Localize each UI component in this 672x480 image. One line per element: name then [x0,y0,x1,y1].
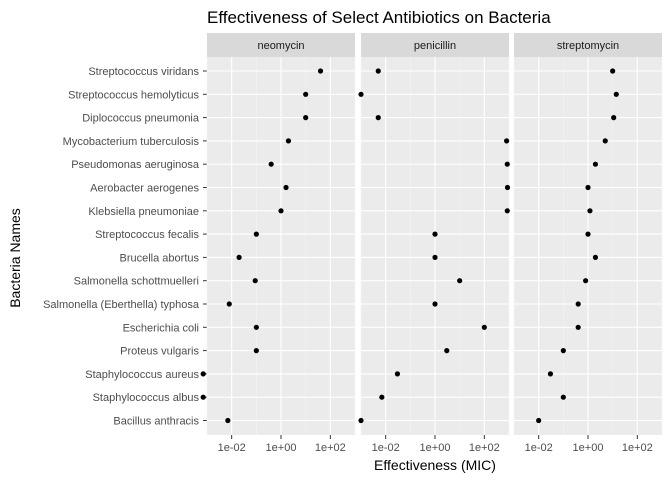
data-point [560,394,566,400]
data-point [575,301,581,307]
y-tick-label: Mycobacterium tuberculosis [63,136,200,148]
data-point [536,417,542,424]
facet-strip [361,33,509,57]
data-point [432,231,438,237]
data-point [547,371,554,377]
data-point [253,231,259,237]
facet-strip-label: neomycin [257,40,304,52]
y-tick-label: Escherichia coli [123,322,199,334]
data-point [200,371,206,377]
data-point [253,348,259,354]
data-point [560,348,566,354]
data-point [444,348,450,354]
data-point [432,254,438,260]
data-point [268,161,274,167]
data-point [358,91,364,97]
data-point [583,278,589,284]
y-tick-label: Salmonella (Eberthella) typhosa [43,299,200,311]
data-point [236,254,242,260]
x-tick-label: 1e+00 [573,442,604,454]
facet-panel-neomycin: neomycin 1e-02 1e+00 1e+02 [200,33,356,454]
data-point [585,184,591,191]
data-point [504,184,511,191]
data-point [504,161,510,167]
x-axis-title: Effectiveness (MIC) [374,457,496,473]
y-tick-label: Staphylococcus albus [93,392,200,404]
x-tick-label: 1e+02 [469,442,500,454]
chart-title: Effectiveness of Select Antibiotics on B… [207,8,551,27]
data-point [394,371,401,377]
y-tick-label: Proteus vulgaris [120,346,199,358]
data-point [278,208,284,214]
data-point [611,115,617,121]
data-point [602,138,608,144]
data-point [379,394,385,400]
data-point [585,231,591,237]
data-point [225,417,231,424]
data-point [504,208,510,214]
data-point [504,138,510,144]
facet-panels: neomycin 1e-02 1e+00 1e+02 penicillin 1e-02 1e… [200,33,663,454]
y-tick-label: Streptococcus fecalis [95,229,199,241]
x-tick-label: 1e+02 [622,442,653,454]
facet-panel-penicillin: penicillin 1e-02 1e+00 1e+02 [358,33,511,454]
data-point [610,68,616,74]
facet-panel-streptomycin: streptomycin 1e-02 1e+00 1e+02 [513,33,663,454]
y-tick-label: Pseudomonas aeruginosa [71,159,200,171]
data-point [226,301,232,307]
x-tick-label: 1e-02 [372,442,400,454]
data-point [285,138,292,144]
y-tick-labels: Streptococcus viridans Streptococcus hemo… [43,66,207,428]
data-point [592,161,599,167]
data-point [317,68,324,74]
data-point [592,254,599,260]
y-tick-label: Streptococcus viridans [88,66,199,78]
data-point [303,115,309,121]
x-tick-label: 1e+00 [266,442,297,454]
data-point [375,115,381,121]
facet-strip-label: penicillin [414,40,456,52]
data-point [358,417,364,424]
y-tick-label: Diplococcus pneumonia [82,113,200,125]
data-point [200,394,206,400]
x-tick-label: 1e+00 [420,442,451,454]
data-point [375,68,381,74]
y-tick-label: Klebsiella pneumoniae [88,206,199,218]
data-point [303,91,309,97]
facet-strip [514,33,662,57]
x-tick-label: 1e-02 [218,442,246,454]
y-tick-label: Staphylococcus aureus [85,369,199,381]
data-point [252,278,258,284]
x-tick-label: 1e+02 [315,442,346,454]
data-point [587,208,593,214]
y-tick-label: Salmonella schottmuelleri [74,276,199,288]
data-point [457,278,463,284]
data-point [481,324,487,330]
data-point [613,91,619,97]
y-tick-label: Bacillus anthracis [113,416,199,428]
y-tick-label: Streptococcus hemolyticus [68,89,199,101]
data-point [432,301,438,307]
facet-strip-label: streptomycin [557,40,619,52]
y-tick-label: Aerobacter aerogenes [90,183,199,195]
data-point [575,324,581,330]
y-axis-title: Bacteria Names [7,208,23,308]
data-point [283,184,289,191]
y-tick-label: Brucella abortus [120,252,200,264]
data-point [253,324,259,330]
x-tick-label: 1e-02 [525,442,553,454]
facet-strip [207,33,355,57]
